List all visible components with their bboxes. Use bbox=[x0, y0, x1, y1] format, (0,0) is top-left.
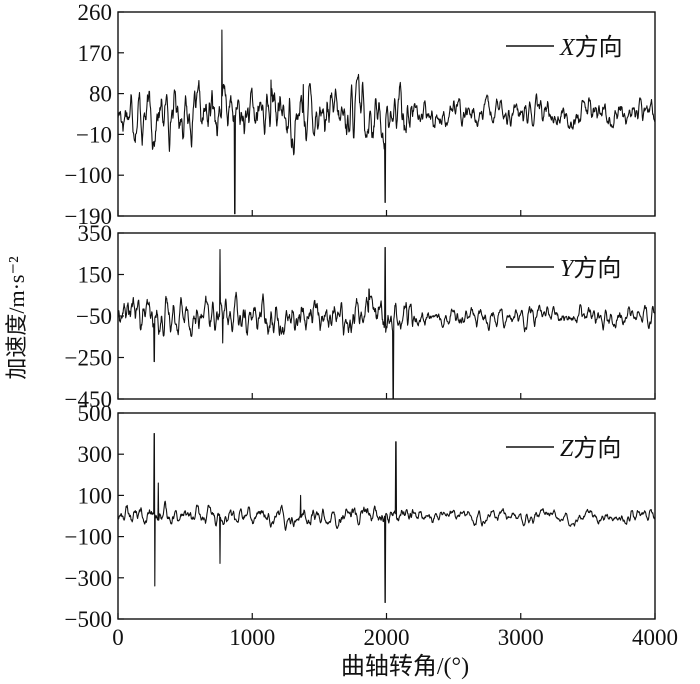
series-line-z bbox=[117, 433, 656, 604]
x-tick-label: 3000 bbox=[498, 625, 544, 650]
panel-y: 350 150 −50 −250 −450 Y方向 bbox=[65, 221, 656, 412]
y-tick-label: 300 bbox=[78, 442, 113, 467]
y-tick-label: 100 bbox=[78, 483, 113, 508]
y-tick-label: −250 bbox=[65, 346, 112, 371]
y-tick-label: −10 bbox=[76, 122, 112, 147]
y-tick-label: 80 bbox=[89, 82, 112, 107]
y-tick-label: −450 bbox=[65, 387, 112, 412]
legend-label: Z方向 bbox=[560, 435, 621, 462]
legend-label: X方向 bbox=[559, 34, 623, 61]
y-tick-label: 260 bbox=[78, 0, 113, 25]
series-line-x bbox=[117, 29, 656, 215]
y-tick-label: 500 bbox=[78, 401, 113, 426]
x-tick-label: 0 bbox=[112, 625, 124, 650]
panels: 260 170 80 −10 −100 −190 X方向 350 150 −50 −250 −450 Y… bbox=[65, 0, 678, 650]
y-tick-label: −50 bbox=[76, 304, 112, 329]
y-tick-label: −300 bbox=[65, 566, 112, 591]
y-tick-label: 170 bbox=[78, 41, 113, 66]
x-axis-label: 曲轴转角/(°) bbox=[341, 653, 469, 680]
y-tick-label: −500 bbox=[65, 607, 112, 632]
y-tick-label: −100 bbox=[65, 525, 112, 550]
y-tick-label: 350 bbox=[78, 221, 113, 246]
panel-x: 260 170 80 −10 −100 −190 X方向 bbox=[65, 0, 656, 229]
y-tick-label: −190 bbox=[65, 204, 112, 229]
series-line-y bbox=[117, 246, 656, 400]
y-tick-label: 150 bbox=[78, 263, 113, 288]
legend-label: Y方向 bbox=[560, 255, 621, 282]
y-axis-label: 加速度/m·s⁻² bbox=[4, 256, 29, 380]
x-tick-label: 1000 bbox=[229, 625, 275, 650]
y-tick-label: −100 bbox=[65, 163, 112, 188]
x-tick-label: 4000 bbox=[632, 625, 678, 650]
x-tick-label: 2000 bbox=[364, 625, 410, 650]
